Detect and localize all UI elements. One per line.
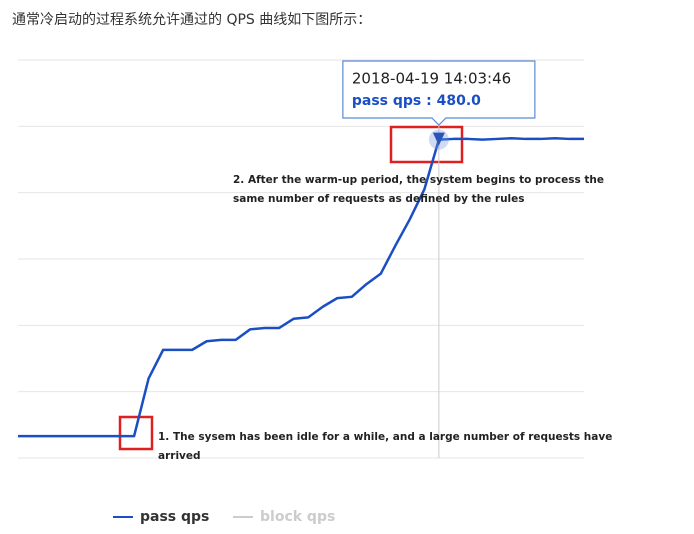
highlight-box — [389, 125, 464, 164]
annotation: 2. After the warm-up period, the system … — [233, 174, 604, 186]
intro-text: 通常冷启动的过程系统允许通过的 QPS 曲线如下图所示： — [12, 12, 372, 28]
annotation: 1. The sysem has been idle for a while, … — [158, 431, 612, 443]
highlight-box — [118, 415, 154, 451]
annotation: arrived — [158, 450, 201, 462]
annotation: same number of requests as defined by th… — [233, 193, 525, 205]
marker — [432, 132, 445, 146]
grid — [18, 59, 584, 459]
series-line — [18, 137, 584, 438]
legend-label: block qps — [260, 509, 335, 525]
tooltip-value: pass qps : 480.0 — [352, 93, 481, 109]
legend-label: pass qps — [140, 509, 209, 525]
tooltip-time: 2018-04-19 14:03:46 — [352, 70, 511, 88]
tooltip-box — [342, 60, 536, 126]
